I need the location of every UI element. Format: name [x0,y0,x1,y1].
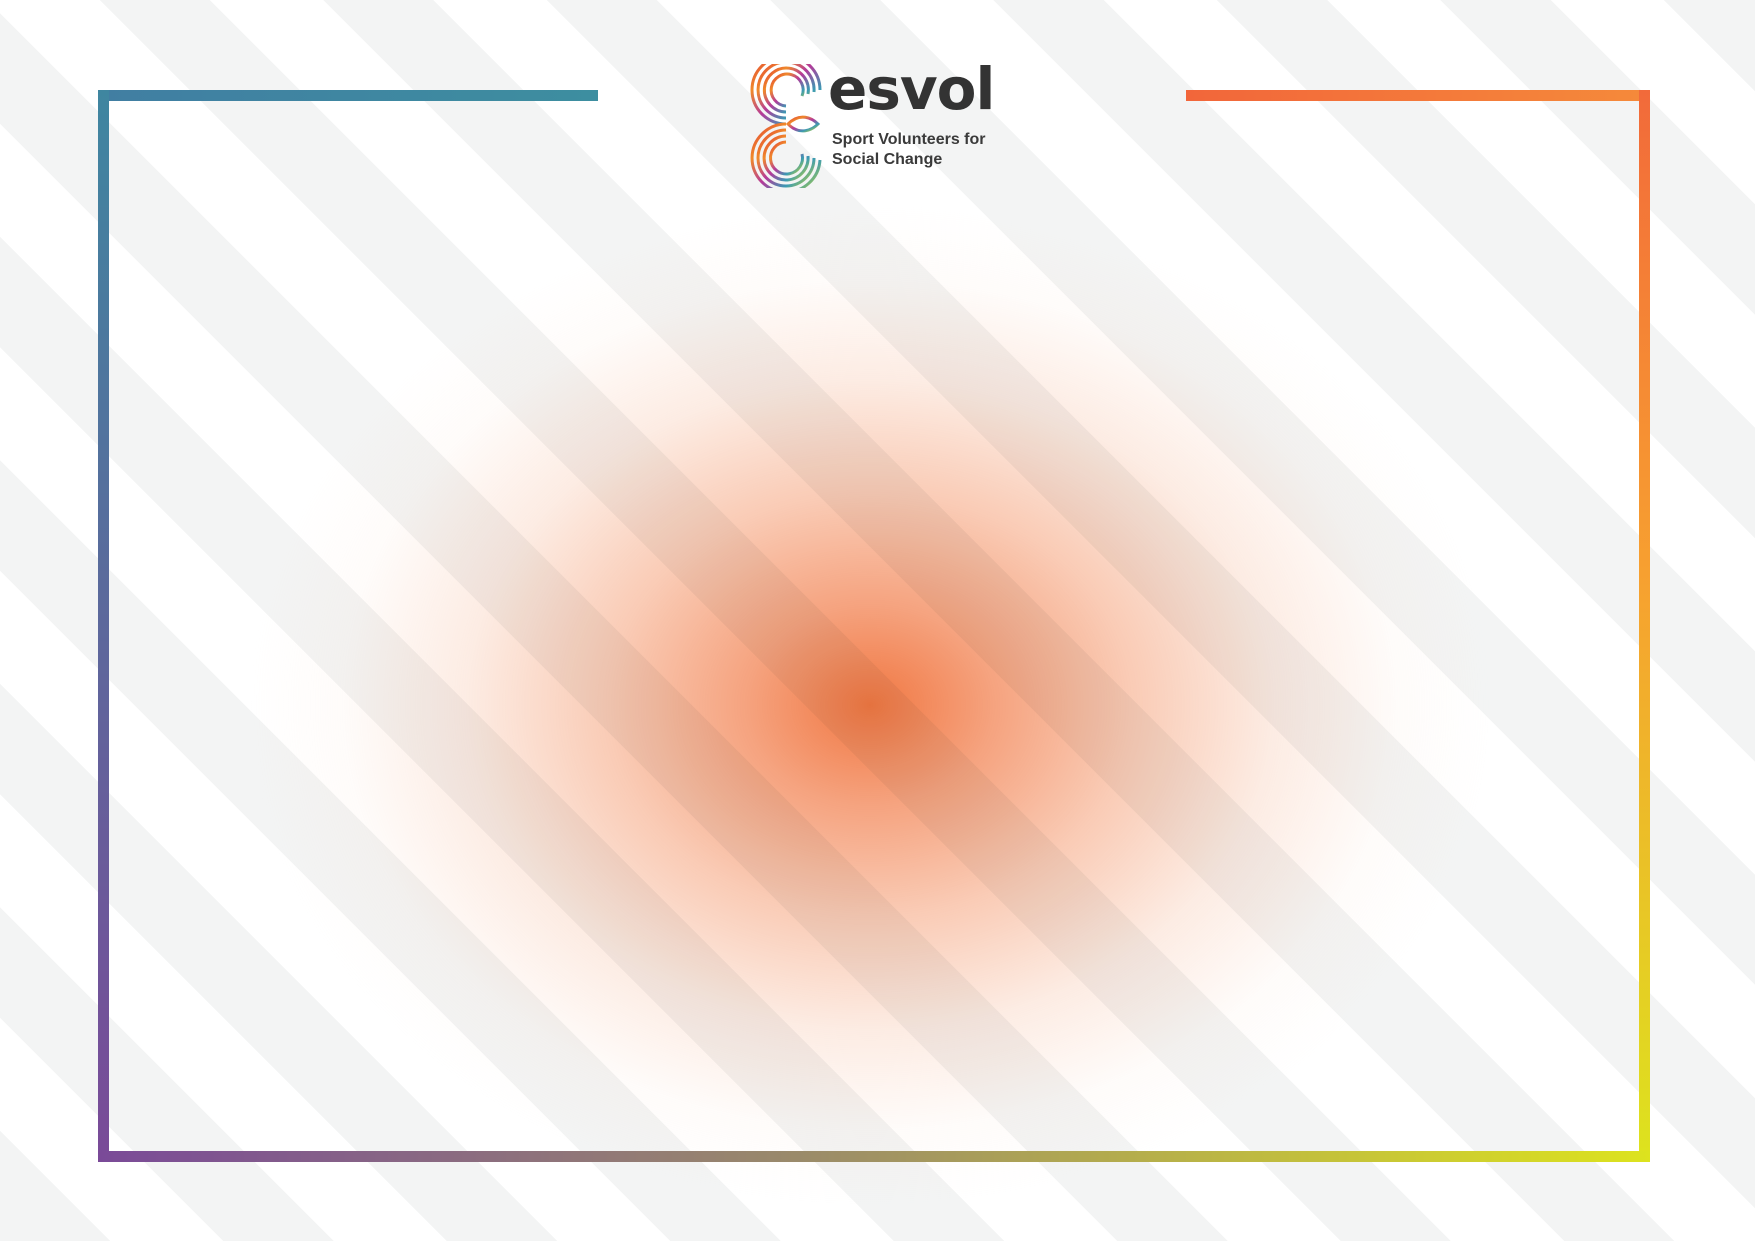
logo-tagline: Sport Volunteers for Social Change [832,130,1032,170]
frame-top-left-segment [98,90,598,101]
esvol-wordmark: esvol [828,55,995,123]
tagline-line-1: Sport Volunteers for [832,131,986,148]
frame-bottom-edge [98,1151,1650,1162]
esvol-rainbow-e-icon [750,64,822,188]
frame-right-edge [1639,90,1650,1162]
tagline-line-2: Social Change [832,151,943,168]
esvol-logo: esvol Sport Volunteers for Social Change [748,60,1018,188]
frame-top-right-segment [1186,90,1650,101]
frame-left-edge [98,90,109,1162]
